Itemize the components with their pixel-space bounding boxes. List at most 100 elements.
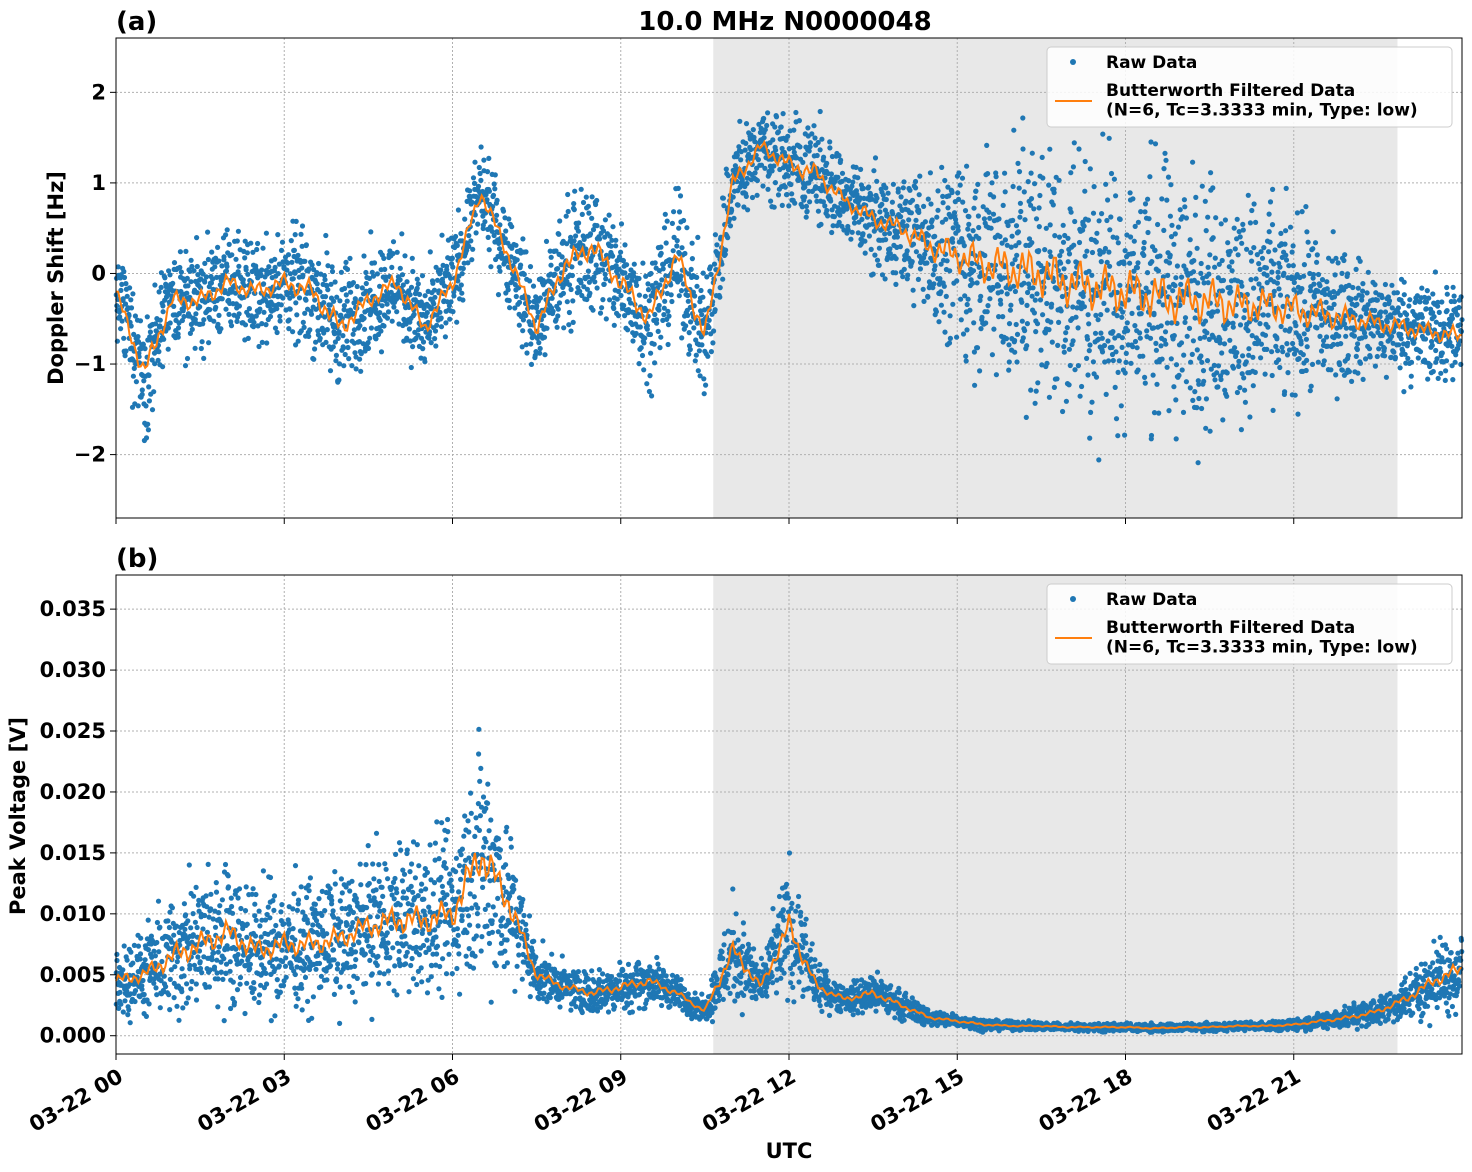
raw-data-point	[1442, 377, 1448, 383]
raw-data-point	[1365, 269, 1371, 275]
raw-data-point	[1137, 330, 1143, 336]
raw-data-point	[571, 201, 577, 207]
raw-data-point	[1234, 389, 1240, 396]
raw-data-point	[328, 281, 334, 287]
raw-data-point	[589, 215, 595, 221]
raw-data-point	[662, 211, 668, 217]
raw-data-point	[1363, 311, 1369, 317]
raw-data-point	[1072, 218, 1078, 225]
raw-data-point	[969, 260, 975, 266]
raw-data-point	[668, 292, 674, 298]
raw-data-point	[1232, 345, 1238, 351]
raw-data-point	[409, 255, 415, 261]
raw-data-point	[1235, 252, 1241, 258]
raw-data-point	[886, 230, 893, 236]
raw-data-point	[524, 350, 530, 356]
raw-data-point	[181, 901, 187, 907]
raw-data-point	[960, 199, 966, 205]
raw-data-point	[1141, 252, 1147, 258]
raw-data-point	[1248, 277, 1254, 283]
raw-data-point	[1022, 217, 1028, 223]
raw-data-point	[1148, 139, 1154, 145]
raw-data-point	[1328, 367, 1334, 373]
raw-data-point	[350, 331, 356, 337]
raw-data-point	[1199, 405, 1205, 412]
raw-data-point	[964, 301, 970, 308]
raw-data-point	[149, 357, 155, 363]
raw-data-point	[363, 269, 369, 276]
raw-data-point	[1391, 349, 1397, 355]
raw-data-point	[274, 329, 280, 336]
raw-data-point	[1333, 255, 1339, 261]
raw-data-point	[1295, 411, 1301, 417]
raw-data-point	[527, 278, 533, 284]
raw-data-point	[322, 277, 328, 283]
raw-data-point	[408, 284, 415, 290]
raw-data-point	[1281, 270, 1287, 276]
raw-data-point	[209, 957, 215, 963]
raw-data-point	[550, 308, 556, 314]
raw-data-point	[1357, 258, 1363, 264]
raw-data-point	[911, 303, 917, 309]
raw-data-point	[590, 307, 596, 313]
raw-data-point	[1194, 245, 1200, 251]
raw-data-point	[236, 933, 242, 939]
raw-data-point	[166, 992, 172, 998]
raw-data-point	[555, 313, 561, 319]
raw-data-point	[850, 179, 856, 185]
raw-data-point	[731, 215, 737, 221]
raw-data-point	[1154, 381, 1160, 387]
raw-data-point	[447, 316, 453, 322]
raw-data-point	[411, 311, 417, 317]
raw-data-point	[946, 340, 953, 346]
raw-data-point	[555, 266, 561, 272]
raw-data-point	[130, 373, 136, 379]
raw-data-point	[189, 978, 195, 985]
raw-data-point	[1029, 150, 1035, 156]
raw-data-point	[1176, 372, 1182, 378]
raw-data-point	[599, 305, 605, 311]
raw-data-point	[814, 152, 820, 159]
raw-data-point	[1179, 367, 1185, 373]
raw-data-point	[155, 357, 161, 363]
raw-data-point	[251, 319, 257, 326]
raw-data-point	[341, 303, 347, 309]
raw-data-point	[237, 981, 243, 987]
raw-data-point	[1150, 372, 1156, 378]
raw-data-point	[438, 267, 444, 273]
raw-data-point	[1142, 209, 1148, 215]
raw-data-point	[1204, 330, 1210, 336]
raw-data-point	[235, 228, 241, 234]
raw-data-point	[296, 295, 303, 301]
raw-data-point	[883, 185, 889, 191]
raw-data-point	[222, 861, 229, 868]
raw-data-point	[357, 356, 363, 362]
raw-data-point	[448, 275, 454, 281]
raw-data-point	[705, 353, 711, 359]
raw-data-point	[191, 893, 197, 899]
raw-data-point	[1111, 176, 1117, 182]
raw-data-point	[925, 294, 931, 300]
raw-data-point	[202, 279, 208, 285]
raw-data-point	[332, 869, 338, 875]
raw-data-point	[1135, 367, 1141, 373]
raw-data-point	[915, 276, 922, 282]
raw-data-point	[488, 264, 494, 270]
raw-data-point	[1354, 346, 1360, 353]
raw-data-point	[180, 1005, 186, 1011]
raw-data-point	[291, 891, 297, 897]
raw-data-point	[1025, 179, 1031, 185]
raw-data-point	[1145, 196, 1151, 202]
raw-data-point	[188, 257, 194, 263]
raw-data-point	[1264, 272, 1270, 278]
raw-data-point	[661, 225, 668, 231]
raw-data-point	[151, 948, 157, 954]
raw-data-point	[1198, 260, 1204, 267]
raw-data-point	[786, 203, 792, 209]
raw-data-point	[660, 266, 666, 272]
raw-data-point	[201, 355, 207, 361]
raw-data-point	[1108, 170, 1115, 177]
raw-data-point	[699, 342, 705, 348]
raw-data-point	[1110, 329, 1116, 335]
raw-data-point	[127, 285, 133, 291]
